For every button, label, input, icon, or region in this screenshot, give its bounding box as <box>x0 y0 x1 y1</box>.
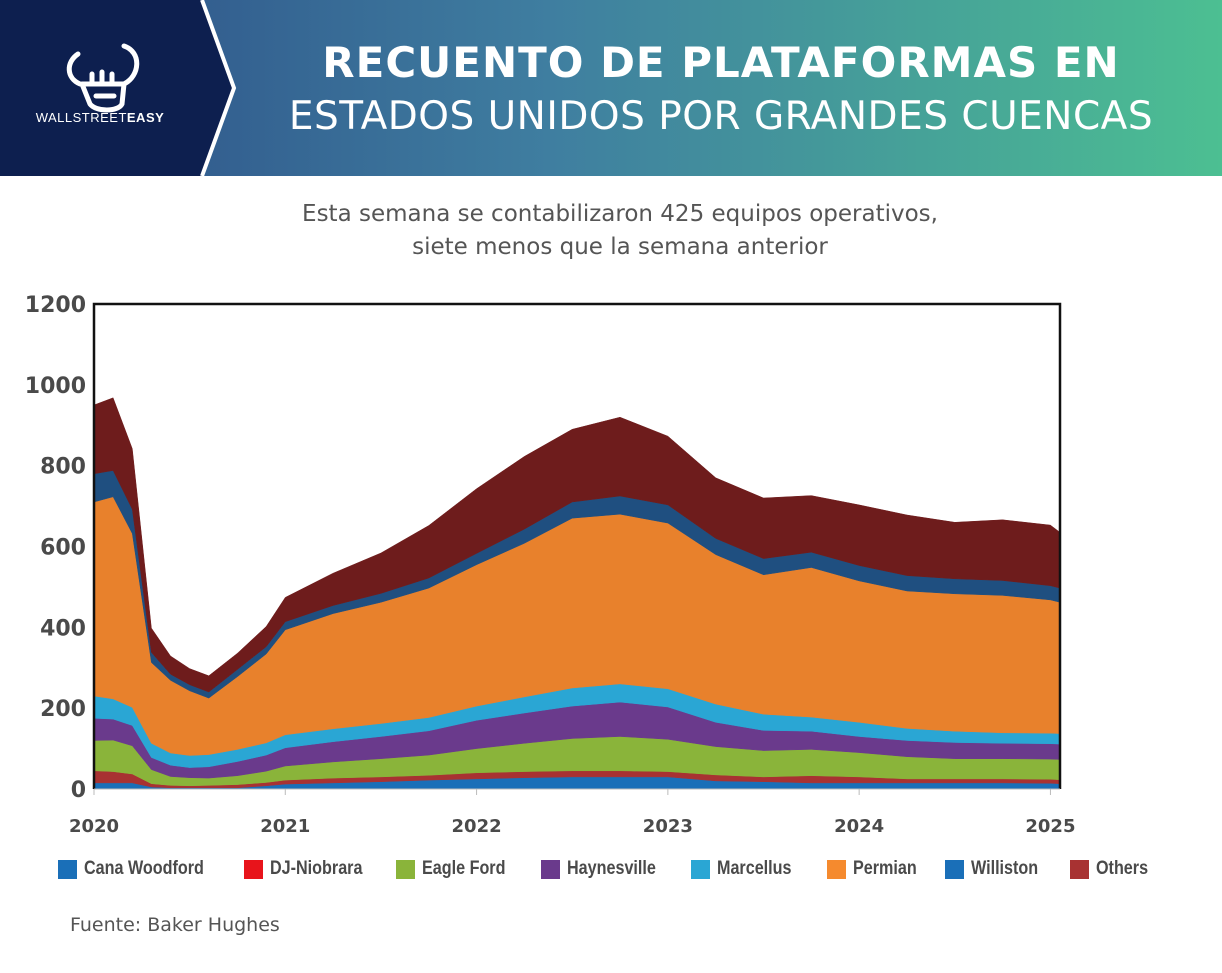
legend-swatch <box>827 859 846 879</box>
legend-swatch <box>945 859 964 879</box>
legend-label: Permian <box>853 858 917 879</box>
x-tick-label: 2020 <box>69 816 119 837</box>
plot-frame <box>92 302 1062 789</box>
legend-label: Williston <box>971 858 1039 879</box>
logo-panel <box>0 0 237 176</box>
legend-item-haynesville: Haynesville <box>541 856 672 882</box>
bull-fist-icon <box>66 43 140 113</box>
legend-label: Cana Woodford <box>84 858 204 879</box>
page-title: RECUENTO DE PLATAFORMAS EN <box>322 38 1120 87</box>
legend-label: DJ-Niobrara <box>270 858 363 879</box>
header-banner: WALLSTREETEASY RECUENTO DE PLATAFORMAS E… <box>0 0 1222 176</box>
legend-swatch <box>691 859 710 879</box>
page-title-line2: ESTADOS UNIDOS POR GRANDES CUENCAS <box>288 94 1154 139</box>
legend-item-eagle-ford: Eagle Ford <box>396 856 520 882</box>
y-tick-label: 600 <box>40 536 86 561</box>
subtitle-line2: siete menos que la semana anterior <box>412 234 828 260</box>
legend-item-dj-niobrara: DJ-Niobrara <box>244 856 379 882</box>
legend-item-marcellus: Marcellus <box>691 856 805 882</box>
y-tick-label: 200 <box>40 697 86 722</box>
x-tick-label: 2024 <box>834 816 884 837</box>
legend-swatch <box>58 859 77 879</box>
x-tick-label: 2022 <box>452 816 502 837</box>
chart-subtitle: Esta semana se contabilizaron 425 equipo… <box>200 198 1040 264</box>
legend-item-williston: Williston <box>945 856 1050 882</box>
legend-swatch <box>1070 859 1089 879</box>
x-tick-label: 2025 <box>1025 816 1075 837</box>
x-tick-label: 2021 <box>260 816 310 837</box>
legend-swatch <box>244 859 263 879</box>
y-tick-label: 400 <box>40 616 86 641</box>
rig-count-chart: 0 200 400 600 800 1000 1200 2020 2021 2022 2023 202… <box>25 293 1076 837</box>
chart-legend: Cana Woodford DJ-Niobrara Eagle Ford Haynes… <box>58 856 1208 882</box>
legend-label: Others <box>1096 858 1149 879</box>
legend-label: Haynesville <box>567 858 656 879</box>
source-note: Fuente: Baker Hughes <box>70 914 280 936</box>
legend-label: Marcellus <box>717 858 792 879</box>
subtitle-line1: Esta semana se contabilizaron 425 equipo… <box>302 201 938 227</box>
legend-item-cana-woodford: Cana Woodford <box>58 856 225 882</box>
legend-item-others: Others <box>1070 856 1157 882</box>
brand-name: WALLSTREETEASY <box>35 110 165 125</box>
y-tick-label: 1000 <box>25 374 86 399</box>
legend-item-permian: Permian <box>827 856 928 882</box>
x-tick-label: 2023 <box>643 816 693 837</box>
legend-swatch <box>541 859 560 879</box>
legend-label: Eagle Ford <box>422 858 506 879</box>
y-tick-label: 800 <box>40 455 86 480</box>
y-tick-label: 1200 <box>25 293 86 318</box>
legend-swatch <box>396 859 415 879</box>
y-tick-label: 0 <box>71 778 86 803</box>
